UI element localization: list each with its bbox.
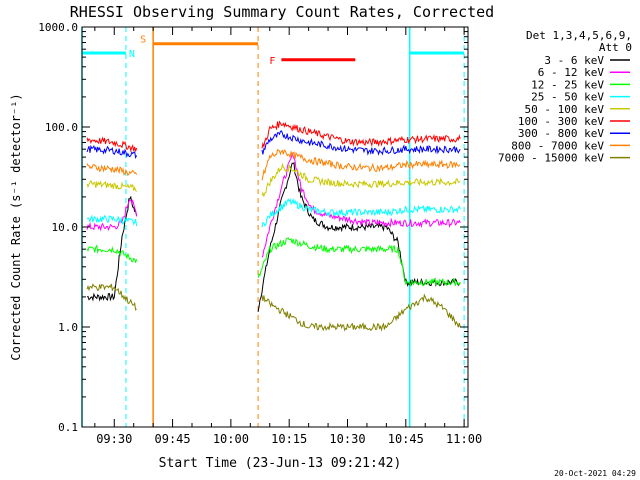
y-tick-label: 1000.0 — [38, 21, 78, 34]
series-50-100-kev — [86, 162, 461, 198]
legend-entry-label: 50 - 100 keV — [525, 103, 605, 116]
legend-entry-label: 3 - 6 keV — [544, 54, 604, 67]
y-tick-label: 10.0 — [52, 221, 79, 234]
x-tick-label: 10:45 — [388, 432, 424, 446]
series-line — [261, 197, 461, 228]
chart-title: RHESSI Observing Summary Count Rates, Co… — [70, 3, 494, 21]
marker-f-label: F — [269, 56, 275, 67]
series-line — [86, 199, 138, 232]
series-line — [86, 136, 138, 153]
marker-s-label: S — [140, 35, 146, 46]
legend-entry-label: 25 - 50 keV — [531, 91, 604, 104]
series-line — [86, 163, 138, 177]
series-800-7000-kev — [86, 148, 461, 181]
x-tick-label: 09:45 — [155, 432, 191, 446]
y-tick-label: 100.0 — [45, 121, 78, 134]
series-line — [261, 120, 461, 149]
y-tick-label: 1.0 — [58, 321, 78, 334]
footer-timestamp: 20-Oct-2021 04:29 — [554, 469, 636, 478]
series-line — [86, 283, 137, 311]
legend-header-line2: Att 0 — [599, 41, 632, 54]
y-tick-label: 0.1 — [58, 421, 78, 434]
series-300-800-kev — [86, 130, 461, 160]
series-line — [257, 162, 461, 312]
axes: 0.1 1.0 10.0 100.0 1000.0 09:30 09:45 10:00 10:1… — [38, 21, 482, 446]
x-tick-label: 10:00 — [213, 432, 249, 446]
series-6-12-kev — [86, 152, 461, 258]
series-line — [257, 237, 461, 287]
series-7000-15000-kev — [86, 283, 461, 332]
series-line — [261, 293, 461, 332]
legend-entry-label: 6 - 12 keV — [538, 66, 605, 79]
series-line — [86, 244, 138, 263]
series-line — [261, 148, 461, 181]
series-line — [261, 162, 461, 198]
series-line — [261, 152, 461, 258]
series-line — [86, 144, 138, 160]
legend-entry-label: 12 - 25 keV — [531, 78, 604, 91]
series-100-300-kev — [86, 120, 461, 153]
series-line — [86, 214, 138, 227]
series-line — [86, 179, 137, 192]
x-tick-label: 11:00 — [446, 432, 482, 446]
legend-entry-label: 100 - 300 keV — [518, 115, 604, 128]
x-tick-label: 10:30 — [329, 432, 365, 446]
legend-entry-label: 7000 - 15000 keV — [498, 152, 604, 165]
x-axis-label: Start Time (23-Jun-13 09:21:42) — [159, 456, 402, 471]
x-tick-label: 10:15 — [271, 432, 307, 446]
marker-n-label: N — [129, 49, 135, 60]
legend-entry-label: 800 - 7000 keV — [511, 139, 604, 152]
legend-entry-label: 300 - 800 keV — [518, 127, 604, 140]
legend-header-line1: Det 1,3,4,5,6,9, — [526, 29, 632, 42]
series-12-25-kev — [86, 237, 461, 287]
y-axis-label: Corrected Count Rate (s⁻¹ detector⁻¹) — [9, 93, 23, 360]
x-tick-label: 09:30 — [96, 432, 132, 446]
series-line — [261, 130, 461, 156]
series-25-50-kev — [86, 197, 461, 228]
